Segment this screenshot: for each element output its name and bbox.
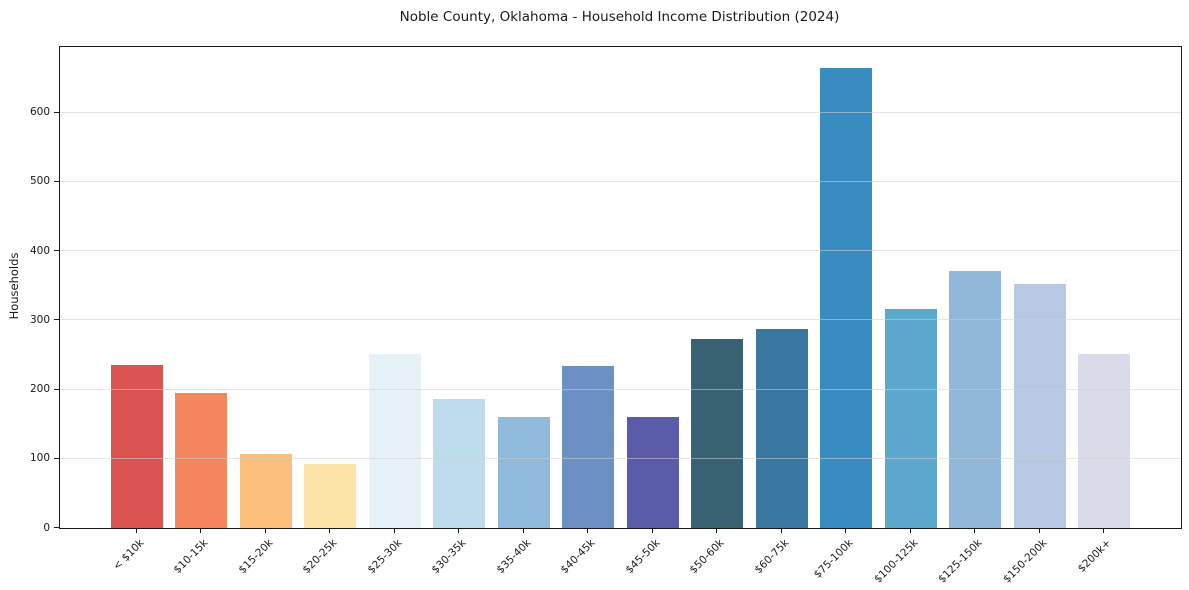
gridline-y-300	[60, 319, 1181, 321]
x-tick-mark	[974, 528, 976, 533]
bar-40-45k	[562, 366, 615, 528]
y-tick-label: 600	[29, 106, 50, 119]
x-tick-mark	[1038, 528, 1040, 533]
bar-30-35k	[433, 398, 486, 528]
bar-35-40k	[497, 417, 550, 528]
gridline-y-400	[60, 250, 1181, 252]
x-tick-mark	[200, 528, 202, 533]
y-tick-mark	[54, 111, 59, 113]
y-tick-mark	[54, 527, 59, 528]
bar-45-50k	[626, 416, 679, 528]
x-tick-mark	[909, 528, 911, 533]
y-tick-label: 0	[43, 521, 50, 534]
x-tick-mark	[458, 528, 460, 533]
x-tick-mark	[845, 528, 847, 533]
x-tick-mark	[264, 528, 266, 533]
bar-20-25k	[304, 463, 357, 528]
y-tick-label: 400	[29, 244, 50, 257]
x-tick-mark	[780, 528, 782, 533]
gridline-y-200	[60, 388, 1181, 390]
y-tick-label: 500	[29, 175, 50, 188]
bar-10-15k	[175, 393, 228, 528]
bar-10k	[110, 365, 163, 528]
bar-100-125k	[884, 309, 937, 528]
y-tick-label: 200	[29, 383, 50, 396]
x-tick-label-10k: < $10k	[110, 537, 147, 573]
y-tick-mark	[54, 319, 59, 321]
chart-title: Noble County, Oklahoma - Household Incom…	[399, 9, 840, 25]
bar-15-20k	[239, 453, 292, 528]
gridline-y-100	[60, 457, 1181, 459]
x-tick-mark	[1103, 528, 1105, 533]
bar-200k	[1078, 353, 1131, 528]
y-axis-label: Households	[7, 252, 21, 320]
bar-75-100k	[820, 67, 873, 528]
bar-125-150k	[949, 270, 1002, 528]
x-tick-mark	[716, 528, 718, 533]
x-tick-mark	[135, 528, 137, 533]
x-tick-mark	[522, 528, 524, 533]
y-tick-label: 300	[29, 313, 50, 326]
x-tick-mark	[651, 528, 653, 533]
y-tick-mark	[54, 388, 59, 390]
gridline-y-600	[60, 111, 1181, 113]
bar-150-200k	[1013, 283, 1066, 528]
x-tick-mark	[587, 528, 589, 533]
bar-60-75k	[755, 328, 808, 528]
y-tick-mark	[54, 180, 59, 182]
plot-area	[59, 46, 1182, 529]
bar-50-60k	[691, 339, 744, 528]
x-tick-mark	[393, 528, 395, 533]
x-tick-mark	[329, 528, 331, 533]
bar-25-30k	[368, 353, 421, 528]
y-tick-mark	[54, 457, 59, 459]
gridline-y-500	[60, 180, 1181, 182]
y-tick-label: 100	[29, 452, 50, 465]
y-tick-mark	[54, 250, 59, 252]
